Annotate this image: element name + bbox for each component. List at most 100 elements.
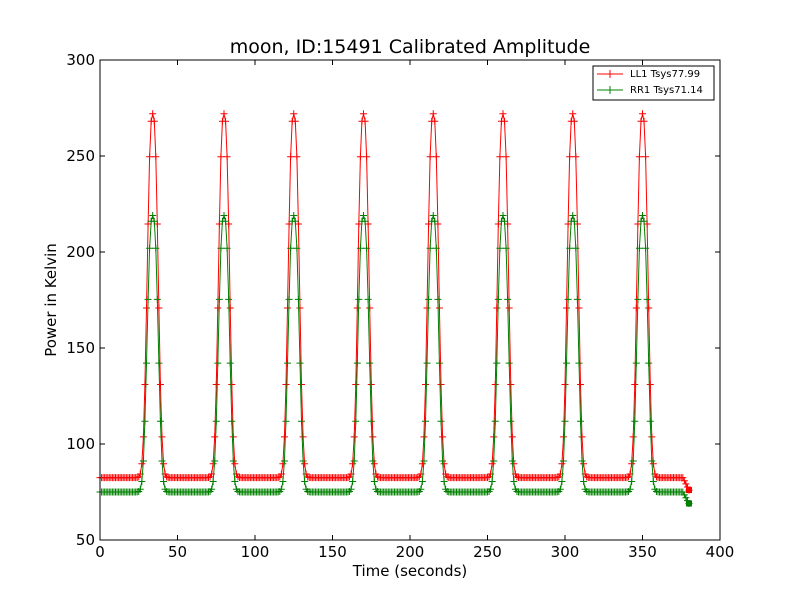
data-point [231,477,239,485]
data-point [290,212,298,220]
data-point [304,473,312,481]
legend-label-ll1: LL1 Tsys77.99 [630,69,700,80]
data-point [229,433,237,441]
chart-title: moon, ID:15491 Calibrated Amplitude [230,36,591,58]
data-point [488,477,496,485]
data-point [490,433,498,441]
data-point [682,494,690,502]
data-point [152,244,160,252]
data-point [435,304,443,312]
legend-box [592,65,715,101]
data-point [485,473,493,481]
data-point [639,110,646,118]
data-point [150,217,158,225]
data-point [228,380,236,388]
data-point [652,473,660,481]
series-1 [96,212,693,508]
data-point [496,244,504,252]
data-point [212,417,220,425]
data-point [344,474,352,482]
data-point [223,153,231,161]
data-point [414,474,422,482]
data-point [217,244,225,252]
data-point [349,477,357,485]
data-point [369,433,377,441]
data-point [425,295,433,303]
data-point [634,295,642,303]
data-point [364,295,372,303]
data-point [440,477,448,485]
data-point [494,295,502,303]
data-point [431,217,439,225]
data-point [429,110,437,118]
data-point [504,295,512,303]
data-point [417,485,425,493]
data-point [205,474,212,482]
data-point [566,153,574,161]
data-point [569,110,577,118]
data-point [143,304,150,312]
data-point [628,477,636,485]
legend: LL1 Tsys77.99 RR1 Tsys71.14 [592,65,715,101]
data-point [484,474,491,482]
data-point [274,474,282,482]
data-point [682,480,690,488]
data-point [496,153,504,161]
data-point [513,473,521,481]
x-tick-label: 250 [473,543,502,561]
data-point [508,457,516,465]
data-point [649,477,657,485]
data-point [437,380,445,388]
x-tick-label: 300 [551,543,580,561]
data-point [144,295,152,303]
data-point [559,457,567,465]
data-point [577,417,584,425]
data-point [555,473,563,481]
y-axis-label: Power in Kelvin [42,243,60,357]
series-end-marker [686,487,692,494]
data-point [291,217,299,225]
data-point [623,474,631,482]
data-point [642,153,650,161]
data-point [158,433,166,441]
data-point [284,359,292,367]
data-point [505,304,513,312]
data-point [296,359,304,367]
data-point [149,110,157,118]
data-point [364,220,372,228]
data-point [280,433,288,441]
data-point [282,380,290,388]
data-point [367,417,375,425]
data-point [366,359,374,367]
data-point [144,220,152,228]
data-point [646,380,654,388]
data-point [422,417,429,425]
legend-label-rr1: RR1 Tsys71.14 [630,85,703,96]
data-point [296,304,304,312]
data-point [563,304,571,312]
data-point [631,380,639,388]
data-point [226,359,234,367]
data-point [352,417,360,425]
data-point [133,474,141,482]
data-point [573,220,581,228]
data-point [220,212,228,220]
data-point [229,457,237,465]
x-axis-label: Time (seconds) [352,562,468,580]
data-point [439,433,447,441]
data-point [156,380,164,388]
y-tick-label: 300 [66,51,95,69]
data-point [353,304,361,312]
data-point [575,304,583,312]
data-point [158,457,166,465]
data-point [298,417,305,425]
data-point [284,304,292,312]
data-point [487,485,495,493]
data-point [153,220,161,228]
data-point [426,244,434,252]
data-point [370,477,378,485]
data-point [573,295,581,303]
data-point [301,477,309,485]
data-point [561,417,569,425]
y-tick-label: 200 [66,243,95,261]
